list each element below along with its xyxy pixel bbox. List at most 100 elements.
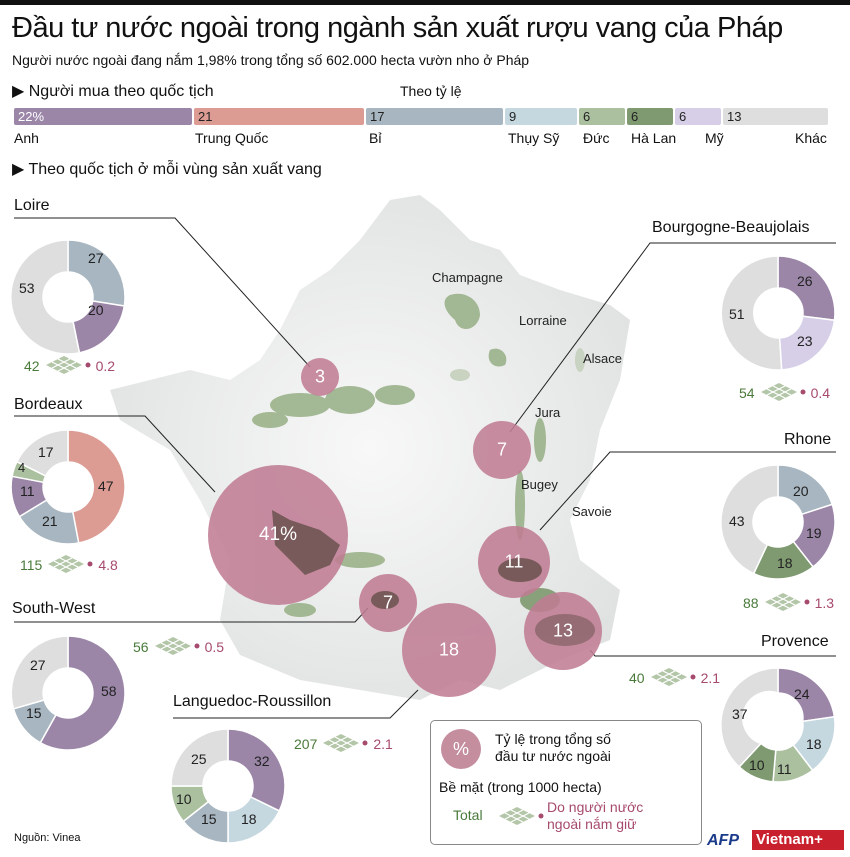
- provence-slice-khac: 37: [732, 706, 748, 722]
- vineyard-grid-icon: [759, 382, 806, 402]
- legend-foreign-label-1: Do người nước: [547, 799, 644, 815]
- bordeaux-slice-anh: 11: [20, 483, 35, 499]
- page-title: Đầu tư nước ngoài trong ngành sản xuất r…: [12, 12, 783, 44]
- bubble-bourgogne: 7: [496, 439, 508, 460]
- provence-slice-duc: 11: [777, 761, 792, 777]
- bar-label-my: Mỹ: [705, 130, 724, 146]
- legend-bubble-text-1: Tỷ lệ trong tổng số: [495, 731, 611, 747]
- bar-seg-bi: 17: [366, 108, 503, 125]
- region-title-rhone: Rhone: [784, 431, 832, 448]
- bourgogne-slice-my: 23: [797, 333, 813, 349]
- vineyard-areas: [252, 293, 585, 617]
- vineyard-grid-icon: [153, 636, 200, 656]
- area-legend-rhone: 88 1.3: [743, 592, 834, 614]
- donut-southwest: [10, 635, 126, 751]
- bubble-legend-icon: %: [441, 729, 481, 769]
- bordeaux-slice-khac: 17: [38, 444, 54, 460]
- region-title-loire: Loire: [14, 197, 50, 214]
- vineyard-grid-icon: [322, 733, 368, 753]
- bordeaux-slice-bi: 21: [42, 513, 58, 529]
- foreign-area: 4.8: [98, 557, 118, 573]
- vineyard-grid-icon: [44, 355, 91, 375]
- bubble-southwest: 7: [382, 592, 394, 613]
- total-area: 115: [20, 557, 43, 573]
- legend-box: % Tỷ lệ trong tổng số đầu tư nước ngoài …: [430, 720, 702, 845]
- vietnamplus-logo: Vietnam+: [752, 830, 844, 850]
- rhone-slice-anh: 19: [806, 525, 822, 541]
- bar-seg-ha-lan: 6: [627, 108, 673, 125]
- bar-seg-khac: 13: [723, 108, 828, 125]
- donut-rhone: [720, 464, 836, 580]
- foreign-area: 2.1: [700, 670, 721, 686]
- bubble-loire: 3: [314, 366, 326, 387]
- bar-label-trung-quoc: Trung Quốc: [195, 130, 269, 146]
- vineyard-grid-icon: [763, 592, 810, 612]
- bubble-rhone: 11: [504, 551, 524, 572]
- map-label-alsace: Alsace: [583, 351, 623, 366]
- region-title-provence: Provence: [761, 633, 829, 650]
- afp-logo: AFP: [707, 832, 739, 849]
- total-area: 88: [743, 595, 759, 611]
- legend-total-label: Total: [453, 807, 483, 823]
- provence-slice-thuysy: 18: [806, 736, 822, 752]
- legend-foreign-label-2: ngoài nắm giữ: [547, 816, 637, 832]
- area-legend-provence: 40 2.1: [629, 667, 720, 689]
- bordeaux-slice-duc: 4: [18, 460, 26, 475]
- rhone-slice-bi: 20: [793, 483, 809, 499]
- bar-label-khac: Khác: [795, 130, 827, 146]
- bar-label-duc: Đức: [583, 130, 610, 146]
- languedoc-slice-duc: 10: [176, 791, 192, 807]
- total-area: 42: [24, 358, 40, 374]
- map-label-lorraine: Lorraine: [519, 313, 567, 328]
- southwest-slice-khac: 27: [30, 657, 46, 673]
- bubble-bordeaux: 41%: [258, 524, 298, 545]
- languedoc-slice-anh: 32: [254, 753, 270, 769]
- nationality-stacked-bar: 22% 21 17 9 6 6 6 13: [14, 108, 834, 125]
- top-bar: [0, 0, 850, 5]
- foreign-area: 0.5: [204, 639, 225, 655]
- bar-label-anh: Anh: [14, 130, 39, 146]
- donut-bourgogne: [720, 255, 836, 371]
- map-label-jura: Jura: [535, 405, 561, 420]
- total-area: 207: [294, 736, 318, 752]
- page-subtitle: Người nước ngoài đang nắm 1,98% trong tổ…: [12, 52, 530, 68]
- bubble-provence: 13: [552, 620, 574, 641]
- total-area: 40: [629, 670, 645, 686]
- donut-languedoc: [170, 728, 286, 844]
- area-legend-loire: 42 0.2: [24, 355, 115, 377]
- bar-label-bi: Bỉ: [369, 130, 382, 146]
- southwest-slice-anh: 58: [101, 683, 117, 699]
- vineyard-grid-icon: [649, 667, 696, 687]
- vineyard-grid-icon: [498, 806, 544, 826]
- foreign-area: 2.1: [373, 736, 393, 752]
- total-area: 54: [739, 385, 755, 401]
- donut-provence: [720, 667, 836, 783]
- section-buyers-heading: ▶ Người mua theo quốc tịch: [12, 83, 214, 100]
- foreign-area: 1.3: [814, 595, 835, 611]
- region-title-languedoc: Languedoc-Roussillon: [173, 693, 332, 710]
- rhone-slice-khac: 43: [729, 513, 745, 529]
- loire-slice-bi: 27: [88, 250, 104, 266]
- region-title-bordeaux: Bordeaux: [14, 396, 83, 413]
- legend-bubble-text-2: đầu tư nước ngoài: [495, 748, 611, 764]
- area-legend-languedoc: 207 2.1: [294, 733, 393, 755]
- bar-seg-thuy-sy: 9: [505, 108, 577, 125]
- bordeaux-slice-tq: 47: [98, 478, 114, 494]
- loire-slice-anh: 20: [88, 302, 104, 318]
- languedoc-slice-bi: 15: [201, 811, 217, 827]
- bar-seg-anh: 22%: [14, 108, 192, 125]
- donut-bordeaux: [10, 429, 126, 545]
- bar-seg-trung-quoc: 21: [194, 108, 364, 125]
- languedoc-slice-khac: 25: [191, 751, 207, 767]
- languedoc-slice-thuysy: 18: [241, 811, 257, 827]
- donut-loire: [10, 239, 126, 355]
- bar-label-thuy-sy: Thụy Sỹ: [508, 130, 560, 146]
- loire-slice-khac: 53: [19, 280, 35, 296]
- bar-label-ha-lan: Hà Lan: [631, 130, 677, 146]
- foreign-area: 0.2: [95, 358, 116, 374]
- area-legend-southwest: 56 0.5: [133, 636, 224, 658]
- rhone-slice-halan: 18: [777, 555, 793, 571]
- region-title-southwest: South-West: [12, 600, 96, 617]
- section-region-heading: ▶ Theo quốc tịch ở mỗi vùng sản xuất van…: [12, 161, 322, 178]
